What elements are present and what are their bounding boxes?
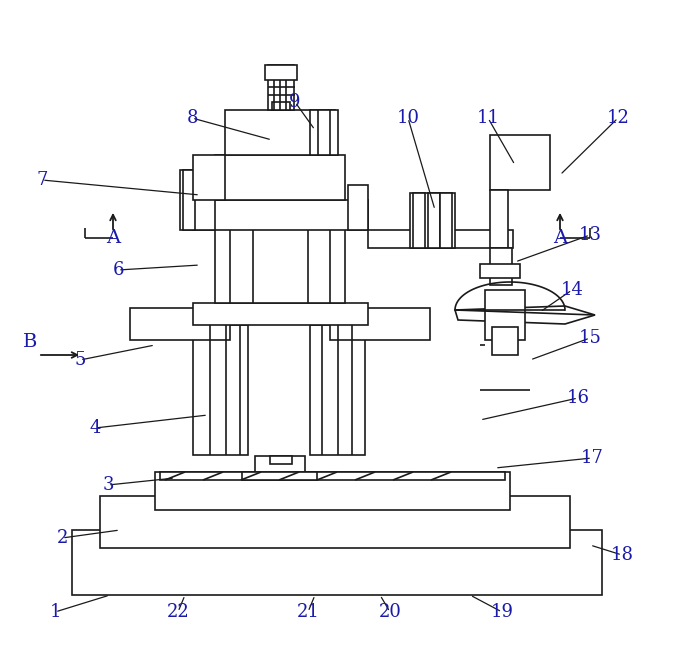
Bar (155, 472, 510, 510)
Text: 18: 18 (611, 546, 634, 564)
Text: 2: 2 (57, 529, 67, 547)
Bar (348, 185, 368, 230)
Text: 21: 21 (297, 603, 319, 621)
Text: 17: 17 (580, 449, 603, 467)
Text: 6: 6 (113, 261, 124, 279)
Bar (310, 110, 338, 155)
Text: A: A (106, 229, 120, 247)
Text: 20: 20 (379, 603, 402, 621)
Text: 11: 11 (477, 109, 499, 127)
Bar (485, 290, 525, 340)
Text: 1: 1 (49, 603, 61, 621)
Bar (215, 155, 345, 200)
Text: B: B (23, 333, 37, 351)
Bar (193, 155, 225, 200)
Bar (183, 170, 195, 230)
Text: A: A (553, 229, 567, 247)
Bar (440, 193, 452, 248)
Bar (490, 248, 512, 285)
Bar (492, 327, 518, 355)
Bar (225, 110, 335, 155)
Polygon shape (455, 306, 595, 324)
Bar (490, 135, 550, 190)
Text: 15: 15 (578, 329, 601, 347)
Text: 8: 8 (186, 109, 197, 127)
Text: 3: 3 (102, 476, 114, 494)
Bar (270, 456, 292, 464)
Bar (413, 193, 425, 248)
Bar (193, 303, 368, 325)
Text: 16: 16 (567, 389, 590, 407)
Bar (180, 170, 215, 230)
Text: 4: 4 (90, 419, 100, 437)
Text: 22: 22 (166, 603, 189, 621)
Bar (100, 496, 570, 548)
Bar (368, 230, 513, 248)
Bar (215, 203, 345, 303)
Bar (330, 308, 430, 340)
Bar (193, 325, 248, 455)
Bar (480, 264, 520, 278)
Bar (268, 65, 294, 110)
Bar (310, 325, 365, 455)
Text: 12: 12 (607, 109, 630, 127)
Text: 7: 7 (36, 171, 48, 189)
Text: 10: 10 (396, 109, 419, 127)
Bar (255, 456, 305, 472)
Text: 5: 5 (74, 351, 86, 369)
Text: 19: 19 (491, 603, 514, 621)
Bar (72, 530, 602, 595)
Text: 9: 9 (289, 93, 301, 111)
Bar (160, 472, 505, 480)
Bar (130, 308, 230, 340)
Bar (428, 193, 440, 248)
Bar (265, 65, 297, 80)
Bar (410, 193, 455, 248)
Bar (193, 200, 368, 230)
Bar (272, 102, 290, 110)
Bar (242, 472, 317, 480)
Text: 14: 14 (561, 281, 584, 299)
Bar (490, 190, 508, 248)
Text: 13: 13 (578, 226, 601, 244)
